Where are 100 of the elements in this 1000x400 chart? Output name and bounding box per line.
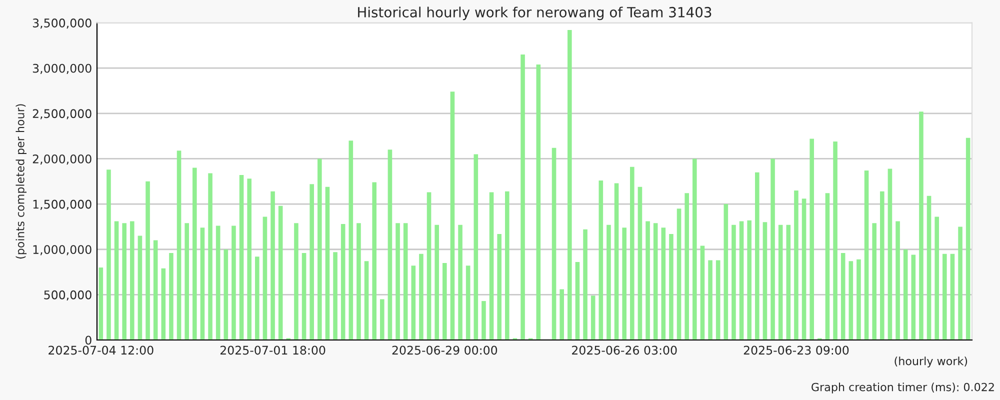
bar [560,289,564,340]
bar [684,193,689,340]
bar [255,256,260,340]
bar [950,254,955,340]
bar [184,223,189,340]
bar [434,224,439,340]
bar [419,254,424,340]
bar [247,178,252,340]
bar [911,254,916,340]
bar [848,261,854,340]
y-tick-label: 500,000 [44,290,92,301]
bar [708,260,712,340]
bar [364,261,369,340]
bar [310,184,314,340]
bar [450,92,455,340]
bar [333,252,338,340]
bar [138,236,142,340]
bar [114,221,119,340]
bar [755,172,760,340]
bar [372,182,376,340]
bar [474,154,478,340]
bar [732,224,736,340]
bar [505,191,510,340]
x-tick-label: 2025-07-04 12:00 [48,346,154,355]
bar [786,224,791,340]
bar [575,262,580,340]
bar [340,224,346,340]
bar [200,228,205,340]
bar [896,221,900,340]
y-tick-label: 1,500,000 [33,200,92,210]
bar [325,186,330,340]
bar [388,150,392,340]
bar [919,112,924,340]
bar [482,301,486,340]
y-tick-label: 3,000,000 [32,64,92,74]
bar [661,228,666,340]
bar [153,240,158,340]
bar [739,221,744,340]
chart-title: Historical hourly work for nerowang of Team 31403 [358,6,712,20]
bar [411,266,416,340]
bar [169,252,174,340]
bar [622,228,626,340]
bar [598,180,604,340]
bar [348,140,354,340]
bar [825,193,830,340]
x-tick-label: 2025-06-26 03:00 [572,346,677,355]
bar [294,223,298,340]
bar [653,223,658,340]
text: Graph creation timer (ms): 0.022 [812,382,994,394]
y-axis-title: (points completed per hour) [16,104,26,259]
bar [396,223,400,340]
bar [614,183,619,340]
bar [872,223,876,340]
bar [856,259,861,340]
bar [583,229,588,340]
bar [130,221,134,340]
bar [810,138,814,340]
y-tick-label: 0 [85,336,92,345]
bar [934,216,939,340]
bar [716,260,720,340]
bar [724,204,728,340]
y-tick-label: 2,500,000 [32,109,92,120]
bar [536,64,541,340]
bar [356,223,361,340]
bar [262,216,268,340]
bar [466,266,470,340]
bar [224,249,228,340]
bar [770,158,775,340]
bar [380,299,384,340]
bar [232,226,236,340]
bar [903,249,908,340]
bar [747,220,752,340]
bar [802,198,806,340]
bar [833,142,838,340]
bar [98,267,104,340]
bar [669,234,674,340]
bar [880,191,884,340]
bar [458,224,462,340]
bar [161,268,166,340]
bar [840,252,846,340]
x-tick-label: 2025-06-29 00:00 [392,346,498,355]
bar [192,168,197,340]
bar [692,158,697,340]
bar [278,206,283,340]
bar [552,148,556,340]
bar [122,223,126,340]
bar [942,254,947,340]
bar [146,181,150,340]
bar [700,246,705,340]
bar [630,166,634,340]
bar [926,196,932,340]
bar [302,252,306,340]
bar [442,262,447,340]
bar [426,192,432,340]
bar [520,54,525,340]
x-axis-title: (hourly work) [894,356,968,368]
bar [762,222,768,340]
bar [606,224,611,340]
bar [106,170,111,340]
bar [568,30,572,340]
